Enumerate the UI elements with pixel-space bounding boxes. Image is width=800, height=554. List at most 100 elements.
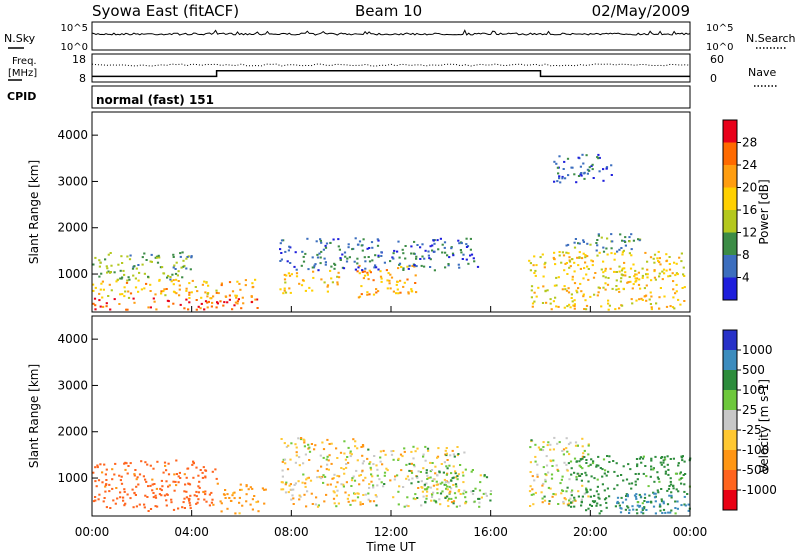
velocity-cell-753	[581, 445, 584, 448]
velocity-cell-213	[223, 493, 226, 496]
power-cell-295	[392, 290, 395, 293]
velocity-cell-453	[431, 462, 434, 464]
velocity-cell-916	[653, 480, 656, 483]
velocity-cell-654	[423, 483, 426, 486]
velocity-cell-584	[396, 474, 399, 477]
power-cell-335	[357, 296, 360, 299]
power-cell-189	[154, 256, 157, 259]
velocity-cell-1058	[626, 493, 629, 496]
velocity-cell-7	[147, 485, 150, 488]
power-cell-628	[631, 302, 634, 305]
velocity-cell-840	[669, 458, 672, 460]
power-cell-377	[429, 258, 432, 261]
power-cell-656	[587, 278, 590, 281]
power-bar-tick-label-3: 16	[742, 203, 757, 217]
power-cell-102	[160, 292, 163, 295]
power-cell-170	[121, 276, 124, 279]
freq-unit: [MHz]	[8, 68, 37, 79]
velocity-cell-97	[153, 483, 156, 485]
power-cell-205	[129, 254, 132, 257]
velocity-cell-99	[92, 500, 96, 503]
power-cell-135	[129, 292, 133, 295]
velocity-cell-610	[456, 475, 459, 478]
power-cell-521	[374, 254, 377, 257]
power-cell-120	[234, 294, 237, 297]
velocity-cell-149	[189, 507, 192, 510]
velocity-cell-262	[336, 457, 339, 459]
power-cell-59	[236, 300, 239, 303]
power-cell-897	[610, 174, 613, 176]
power-cell-317	[362, 277, 365, 280]
velocity-cell-1004	[627, 506, 630, 509]
power-cell-138	[170, 280, 173, 283]
power-cell-499	[367, 256, 370, 258]
velocity-cell-593	[429, 486, 432, 489]
velocity-cell-904	[596, 485, 599, 488]
power-cell-251	[143, 252, 146, 255]
power-cell-696	[617, 287, 620, 290]
power-cell-337	[395, 292, 398, 295]
power-cell-548	[320, 241, 323, 244]
velocity-cell-642	[443, 478, 446, 481]
power-cell-509	[396, 250, 399, 253]
power-cell-0	[185, 298, 188, 301]
velocity-cell-824	[565, 490, 568, 493]
velocity-cell-811	[573, 457, 577, 460]
power-cell-589	[613, 270, 616, 273]
velocity-cell-819	[577, 490, 580, 493]
velocity-cell-80	[188, 501, 191, 504]
power-cell-435	[295, 268, 298, 271]
power-cell-455	[389, 260, 392, 263]
power-cell-178	[107, 253, 110, 256]
power-cell-286	[326, 284, 330, 287]
frequency-panel: Freq. [MHz] 18 8 60 0 Nave	[8, 53, 778, 87]
velocity-cell-740	[542, 466, 545, 469]
power-cell-911	[596, 156, 599, 159]
velocity-cell-471	[445, 454, 448, 457]
velocity-cell-843	[666, 503, 670, 506]
velocity-cell-373	[295, 454, 298, 457]
power-cell-70	[160, 290, 163, 293]
power-cell-199	[109, 271, 112, 274]
power-cell-224	[190, 256, 193, 259]
velocity-cell-980	[667, 487, 671, 490]
power-cell-729	[587, 268, 590, 270]
velocity-cell-653	[446, 495, 449, 498]
velocity-cell-53	[125, 462, 128, 465]
velocity-cell-483	[405, 463, 408, 466]
power-cell-147	[236, 280, 239, 283]
power-cell-765	[634, 269, 637, 272]
power-cell-277	[283, 273, 286, 276]
velocity-cell-168	[181, 506, 184, 509]
velocity-cell-518	[405, 477, 408, 480]
power-cell-396	[302, 255, 305, 258]
velocity-cell-867	[641, 502, 644, 505]
velocity-cell-75	[211, 470, 214, 473]
velocity-cell-905	[600, 510, 603, 513]
velocity-cell-1076	[633, 494, 637, 497]
power-cell-453	[364, 260, 367, 263]
velocity-cell-671	[455, 485, 458, 488]
velocity-cell-528	[366, 457, 369, 460]
velocity-cell-32	[126, 472, 129, 475]
velocity-cell-432	[369, 461, 372, 464]
velocity-cell-42	[142, 475, 145, 478]
power-cell-311	[403, 281, 406, 284]
power-cell-829	[682, 273, 685, 276]
velocity-cell-715	[580, 498, 583, 501]
power-cell-524	[404, 257, 407, 260]
power-cell-11	[94, 304, 97, 307]
velocity-cell-987	[581, 467, 584, 470]
velocity-cell-314	[362, 460, 365, 463]
velocity-cell-647	[419, 471, 422, 473]
velocity-cell-428	[430, 499, 433, 502]
power-cell-296	[406, 265, 409, 268]
velocity-cell-1052	[570, 467, 573, 470]
velocity-cell-463	[383, 471, 387, 474]
velocity-cell-138	[208, 504, 211, 507]
velocity-cell-17	[97, 498, 100, 501]
velocity-cell-332	[303, 445, 306, 448]
power-cell-863	[595, 249, 598, 252]
power-cell-219	[176, 274, 179, 277]
velocity-cell-749	[529, 485, 532, 488]
